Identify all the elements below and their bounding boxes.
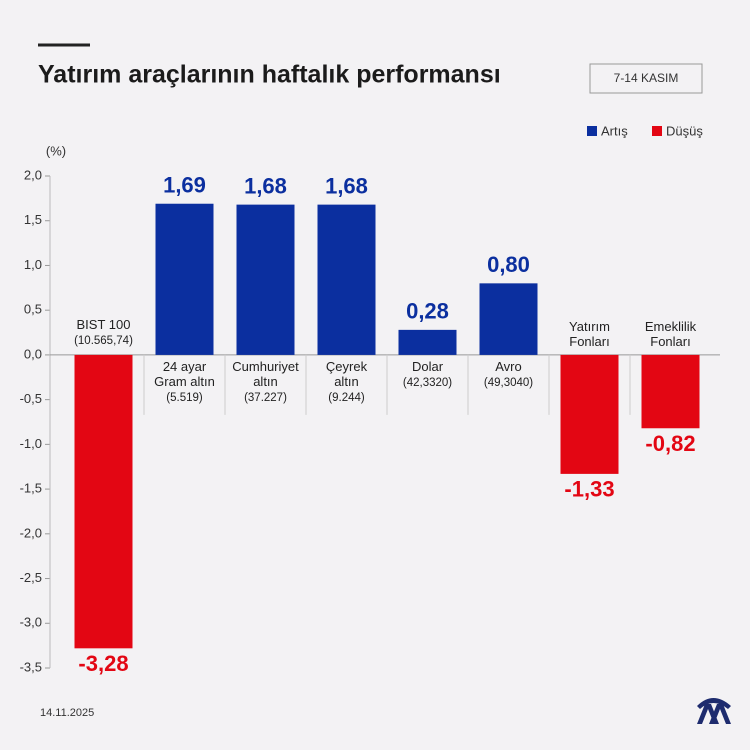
category-label-group: Avro (49,3040) [469,359,549,391]
y-tick-label: -1,0 [20,436,42,451]
bar [317,204,376,355]
bar [479,283,538,355]
category-label: BIST 100 [76,316,131,332]
category-label-group: Emeklilik Fonları [631,319,711,349]
category-label-group: Çeyrek altın (9.244) [307,359,387,406]
legend-label: Düşüş [666,123,703,138]
value-label: 0,28 [406,299,449,324]
date: 14.11.2025 [40,707,94,719]
value-label: 0,80 [487,252,530,277]
legend-label: Artış [601,123,628,138]
y-tick-label: 0,0 [24,346,42,361]
y-tick-label: -2,0 [20,525,42,540]
bar [74,354,133,649]
category-label: Emeklilik Fonları [644,318,697,349]
category-note: (10.565,74) [74,334,133,347]
category-label: Cumhuriyet altın [232,358,299,389]
y-tick-label: -1,5 [20,481,42,496]
category-label-group: Yatırım Fonları [550,319,630,349]
bar [560,354,619,474]
legend-swatch [587,126,597,136]
y-tick-label: 1,5 [24,212,42,227]
category-label: 24 ayar Gram altın [154,358,215,389]
category-label: Dolar [411,358,444,374]
category-label: Yatırım Fonları [569,318,610,349]
category-label: Avro [495,358,522,374]
y-tick-label: -2,5 [20,570,42,585]
y-tick-label: -0,5 [20,391,42,406]
category-label-group: Dolar (42,3320) [388,359,468,391]
badge: 7-14 KASIM [614,71,679,85]
logo [697,698,731,724]
category-label: Çeyrek altın [325,358,368,389]
category-note: (9.244) [328,391,365,404]
category-note: (37.227) [244,391,287,404]
category-note: (49,3040) [483,376,534,389]
value-label: -1,33 [564,477,614,502]
y-axis-label: (%) [46,143,66,158]
y-tick-label: 2,0 [24,167,42,182]
y-tick-label: 0,5 [24,302,42,317]
bar [236,204,295,355]
category-label-group: 24 ayar Gram altın (5.519) [145,359,225,406]
y-tick-label: -3,5 [20,659,42,674]
category-note: (5.519) [166,391,203,404]
legend-swatch [652,126,662,136]
bar [398,329,457,355]
value-label: 1,68 [325,173,368,198]
value-label: -0,82 [645,431,695,456]
value-label: -3,28 [78,651,128,676]
category-label-group: Cumhuriyet altın (37.227) [226,359,306,406]
chart-title: Yatırım araçlarının haftalık performansı [38,61,501,89]
badge-box [589,63,703,94]
category-note: (42,3320) [402,376,453,389]
bar [641,354,700,429]
value-label: 1,69 [163,173,206,198]
y-tick-label: 1,0 [24,257,42,272]
y-tick-label: -3,0 [20,615,42,630]
bar [155,203,214,355]
category-label-group: BIST 100 (10.565,74) [64,317,144,349]
value-label: 1,68 [244,173,287,198]
